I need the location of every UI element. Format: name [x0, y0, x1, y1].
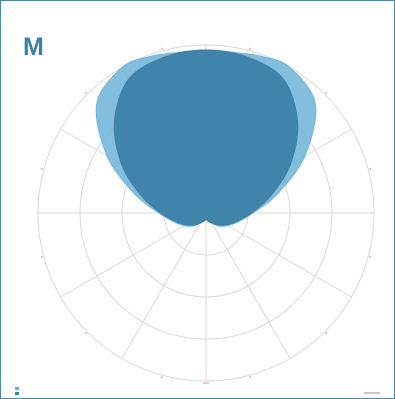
grid-tick — [248, 47, 252, 50]
grid-tick — [84, 91, 88, 95]
grid-tick — [325, 91, 328, 95]
grid-tick — [84, 332, 88, 335]
grid-spoke — [60, 212, 207, 298]
grid-tick — [160, 47, 164, 50]
grid-spoke — [205, 212, 352, 298]
grid-tick — [248, 376, 252, 379]
distribution-area-dark — [113, 49, 299, 226]
grid-tick — [369, 255, 372, 259]
grid-spoke — [121, 212, 207, 359]
grid-tick — [40, 255, 43, 259]
grid-tick — [160, 376, 164, 379]
grid-spoke — [205, 212, 291, 359]
scale-note — [364, 392, 380, 394]
grid-tick — [40, 167, 43, 171]
grid-tick — [369, 167, 372, 171]
legend-swatch — [15, 387, 19, 395]
grid-tick — [325, 332, 328, 335]
panel-label: M — [23, 33, 44, 61]
